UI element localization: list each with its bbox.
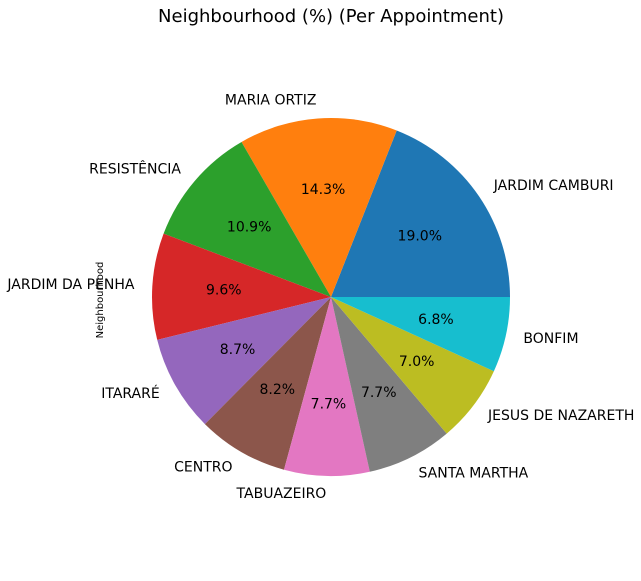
- slice-label-santa-martha: SANTA MARTHA: [419, 465, 529, 481]
- pie-slice-tabuazeiro: [283, 297, 370, 476]
- pie-slice-resistencia: [163, 141, 331, 297]
- pie-slice-jardim-da-penha: [152, 233, 331, 340]
- pct-label-centro: 8.2%: [260, 382, 296, 398]
- y-axis-label: Neighbourhood: [95, 262, 106, 339]
- pie-slice-jardim-camburi: [331, 130, 510, 297]
- pie-slice-maria-ortiz: [241, 117, 397, 297]
- pct-label-jardim-camburi: 19.0%: [398, 229, 442, 245]
- chart-title: Neighbourhood (%) (Per Appointment): [158, 6, 504, 27]
- pie-slice-centro: [204, 297, 331, 470]
- pie-slice-jesus-de-nazareth: [331, 297, 494, 434]
- pct-label-tabuazeiro: 7.7%: [311, 396, 347, 412]
- slice-label-jardim-camburi: JARDIM CAMBURI: [493, 178, 614, 194]
- pct-label-jesus-de-nazareth: 7.0%: [399, 354, 435, 370]
- slice-label-centro: CENTRO: [174, 460, 232, 476]
- slice-label-jardim-da-penha: JARDIM DA PENHA: [6, 277, 134, 293]
- pct-label-santa-martha: 7.7%: [361, 385, 397, 401]
- pie-slice-bonfim: [331, 297, 510, 372]
- slice-label-maria-ortiz: MARIA ORTIZ: [225, 93, 317, 109]
- slice-label-tabuazeiro: TABUAZEIRO: [236, 486, 327, 502]
- pie-slices: [152, 117, 510, 476]
- pie-slice-santa-martha: [331, 297, 447, 472]
- slice-label-bonfim: BONFIM: [523, 331, 578, 347]
- slice-label-jesus-de-nazareth: JESUS DE NAZARETH: [487, 408, 634, 424]
- slice-label-itarare: ITARARÉ: [101, 385, 159, 402]
- pct-label-resistencia: 10.9%: [227, 219, 271, 235]
- slice-label-resistencia: RESISTÊNCIA: [89, 159, 181, 177]
- pie-labels: JARDIM CAMBURI 19.0% MARIA ORTIZ 14.3% RESIS…: [6, 93, 634, 502]
- pct-label-itarare: 8.7%: [220, 342, 256, 358]
- pct-label-jardim-da-penha: 9.6%: [206, 283, 242, 299]
- pie-slice-itarare: [157, 297, 331, 425]
- pct-label-maria-ortiz: 14.3%: [301, 182, 345, 198]
- pct-label-bonfim: 6.8%: [418, 312, 454, 328]
